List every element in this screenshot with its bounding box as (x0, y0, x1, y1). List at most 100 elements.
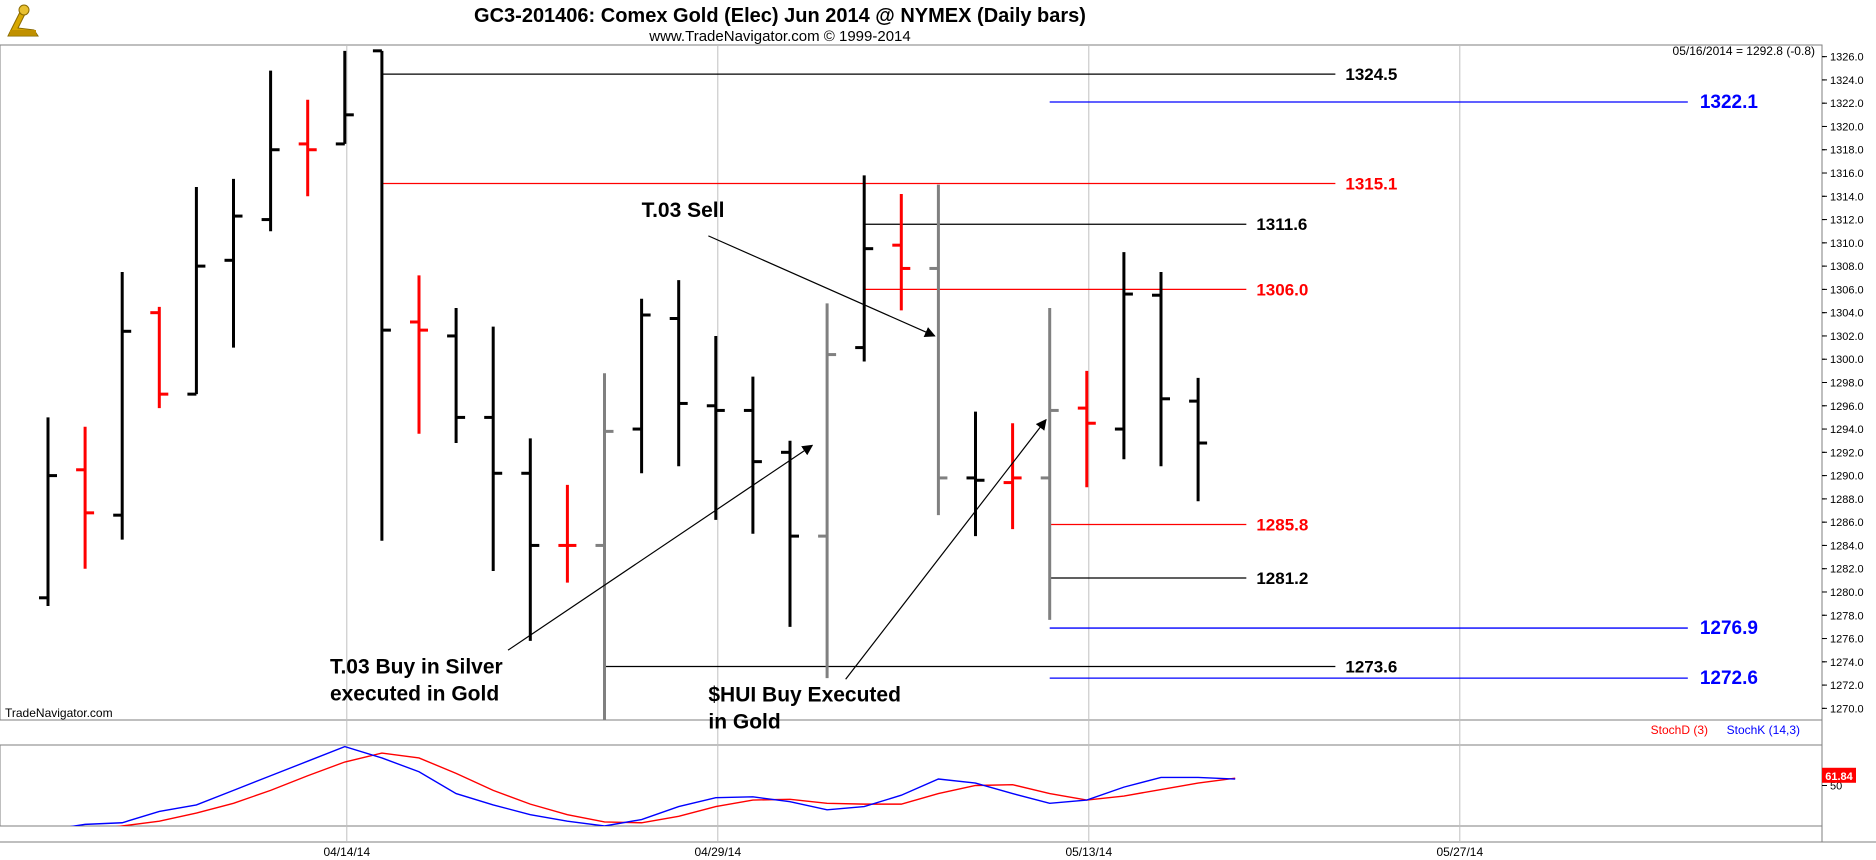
ohlc-bar (261, 70, 280, 232)
ohlc-bar (150, 306, 169, 409)
level-label: 1311.6 (1256, 215, 1307, 234)
y-tick-label: 1270.0 (1830, 703, 1864, 715)
level-label: 1322.1 (1700, 92, 1759, 113)
annotation: T.03 Buy in Silver executed in Gold (330, 444, 814, 705)
y-tick-label: 1276.0 (1830, 634, 1864, 646)
level-label: 1324.5 (1345, 65, 1397, 84)
ohlc-bar (558, 484, 577, 583)
ohlc-bar (892, 193, 911, 311)
ohlc-bar (224, 178, 243, 348)
y-tick-label: 1306.0 (1830, 284, 1864, 296)
ohlc-bar (335, 50, 354, 146)
ohlc-bar (187, 186, 206, 396)
level-label: 1306.0 (1256, 280, 1308, 299)
annotation-arrow (708, 235, 936, 337)
y-tick-label: 1282.0 (1830, 564, 1864, 576)
annotation-text: $HUI Buy Executed (708, 683, 901, 706)
ohlc-bar (1077, 370, 1096, 488)
ohlc-bar (372, 49, 391, 541)
y-tick-label: 1326.0 (1830, 52, 1864, 64)
stoch-d-line (115, 752, 1236, 826)
level-label: 1315.1 (1345, 174, 1397, 193)
ohlc-bar (818, 303, 837, 679)
ohlc-bar (447, 308, 466, 444)
x-tick-label: 05/27/14 (1436, 845, 1483, 859)
ohlc-bar (298, 99, 317, 197)
ohlc-bar (1152, 271, 1170, 467)
ohlc-bar (966, 411, 985, 537)
x-tick-label: 04/14/14 (323, 845, 370, 859)
ohlc-bars (39, 49, 1208, 720)
ohlc-bar (1040, 308, 1059, 620)
ohlc-bar (1003, 423, 1022, 530)
trade-navigator-logo[interactable] (4, 2, 42, 40)
y-tick-label: 1320.0 (1830, 121, 1864, 133)
y-tick-label: 1296.0 (1830, 401, 1864, 413)
ohlc-bar (113, 271, 132, 540)
ohlc-bar (855, 175, 874, 362)
ohlc-bar (1189, 377, 1208, 502)
annotation-text: executed in Gold (330, 682, 499, 705)
x-axis: 04/14/14 04/29/14 05/13/14 05/27/14 (323, 845, 1483, 859)
y-tick-label: 1304.0 (1830, 308, 1864, 320)
y-tick-label: 1302.0 (1830, 331, 1864, 343)
stoch-k-line (69, 745, 1236, 826)
ohlc-bar (410, 275, 428, 434)
annotation-arrow (845, 418, 1047, 680)
annotation-text: T.03 Sell (642, 199, 725, 222)
ohlc-bar (521, 438, 540, 641)
ohlc-bar (1114, 252, 1133, 460)
y-tick-label: 1308.0 (1830, 261, 1864, 273)
y-tick-label: 1280.0 (1830, 587, 1864, 599)
y-tick-label: 1272.0 (1830, 680, 1864, 692)
stochastic-panel (0, 744, 1823, 827)
y-tick-label: 1312.0 (1830, 215, 1864, 227)
y-tick-label: 1294.0 (1830, 424, 1864, 436)
y-tick-label: 1314.0 (1830, 191, 1864, 203)
level-label: 1276.9 (1700, 618, 1758, 639)
level-label: 1273.6 (1345, 657, 1397, 676)
last-price-readout: 05/16/2014 = 1292.8 (-0.8) (1673, 44, 1815, 58)
level-label: 1285.8 (1256, 515, 1308, 534)
ohlc-bar (929, 184, 948, 516)
legend-stoch-k: StochK (14,3) (1727, 723, 1800, 737)
level-label: 1272.6 (1700, 668, 1758, 689)
annotation-arrow (507, 444, 814, 651)
y-tick-label: 1318.0 (1830, 145, 1864, 157)
y-axis: 1270.0 1272.0 1274.0 1276.0 1278.0 1280.0 1282… (1822, 52, 1864, 715)
ohlc-bar (632, 298, 651, 474)
annotation-text: T.03 Buy in Silver (330, 655, 503, 678)
y-tick-label: 1278.0 (1830, 610, 1864, 622)
y-tick-label: 1298.0 (1830, 378, 1864, 390)
annotation: $HUI Buy Executed in Gold (708, 418, 1047, 733)
stochastic-lines (69, 745, 1236, 826)
ohlc-bar (781, 440, 799, 627)
price-levels (381, 73, 1688, 679)
ohlc-bar (743, 376, 762, 534)
ohlc-bar (669, 280, 688, 467)
ohlc-bar (595, 373, 614, 720)
y-tick-label: 1310.0 (1830, 238, 1864, 250)
stoch-y-tick: 50 (1830, 781, 1842, 793)
annotation: T.03 Sell (642, 199, 936, 337)
stochastic-legend: StochD (3) StochK (14,3) (1651, 723, 1800, 737)
y-axis-area (1822, 45, 1876, 860)
ohlc-bar (39, 417, 57, 606)
watermark-text: TradeNavigator.com (5, 706, 113, 720)
level-label: 1281.2 (1256, 569, 1308, 588)
annotation-text: in Gold (708, 710, 780, 733)
price-panel (0, 44, 1823, 721)
ohlc-bar (76, 426, 95, 569)
y-tick-label: 1288.0 (1830, 494, 1864, 506)
y-tick-label: 1324.0 (1830, 75, 1864, 87)
y-tick-label: 1290.0 (1830, 471, 1864, 483)
ohlc-bar (484, 326, 503, 572)
x-gridlines (346, 45, 1461, 842)
x-tick-label: 05/13/14 (1065, 845, 1112, 859)
y-tick-label: 1316.0 (1830, 168, 1864, 180)
y-tick-label: 1322.0 (1830, 98, 1864, 110)
stoch-last-value: 61.84 (1825, 771, 1853, 783)
y-tick-label: 1286.0 (1830, 517, 1864, 529)
y-tick-label: 1284.0 (1830, 540, 1864, 552)
